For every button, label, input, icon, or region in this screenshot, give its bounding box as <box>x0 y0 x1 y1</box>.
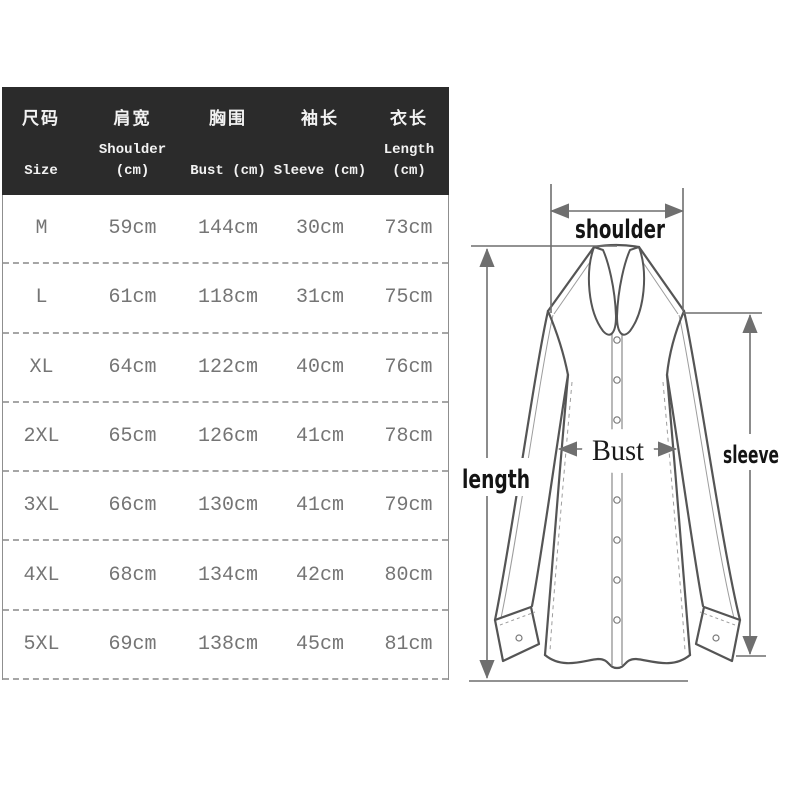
cell-size: M <box>35 217 48 241</box>
cell-sleeve: 30cm <box>295 217 344 241</box>
header-sleeve-zh: 袖长 <box>301 109 339 128</box>
cell-size: L <box>35 286 48 310</box>
header-cell-sleeve: 袖长 Sleeve (cm) <box>271 87 369 195</box>
cell-length: 80cm <box>384 563 433 587</box>
size-chart-table: 尺码 Size 肩宽 Shoulder (cm) 胸围 Bust (cm) 袖长… <box>2 87 449 681</box>
cell-sleeve: 40cm <box>295 355 344 379</box>
header-cell-size: 尺码 Size <box>2 87 80 195</box>
cell-size: 5XL <box>23 632 60 656</box>
header-cell-shoulder: 肩宽 Shoulder (cm) <box>80 87 185 195</box>
table-body: M 59cm 144cm 30cm 73cm L 61cm 118cm 31cm… <box>2 195 449 681</box>
header-sleeve-en: Sleeve (cm) <box>273 163 367 179</box>
buttons <box>515 336 720 642</box>
cell-sleeve: 41cm <box>295 425 344 449</box>
header-size-zh: 尺码 <box>22 109 60 128</box>
collar <box>587 246 646 336</box>
cell-size: 2XL <box>23 425 60 449</box>
cell-bust: 130cm <box>197 494 258 518</box>
cell-length: 79cm <box>384 494 433 518</box>
cell-bust: 138cm <box>197 632 258 656</box>
cell-length: 81cm <box>384 632 433 656</box>
cell-bust: 144cm <box>197 217 258 241</box>
cell-length: 76cm <box>384 355 433 379</box>
sleeve-label: sleeve <box>723 441 779 469</box>
cell-shoulder: 59cm <box>108 217 157 241</box>
cell-shoulder: 65cm <box>108 425 157 449</box>
table-row: 4XL 68cm 134cm 42cm 80cm <box>3 541 448 611</box>
table-row: L 61cm 118cm 31cm 75cm <box>3 264 448 334</box>
shirt-drawing <box>493 243 742 670</box>
table-row: 2XL 65cm 126cm 41cm 78cm <box>3 403 448 473</box>
cell-size: 3XL <box>23 494 60 518</box>
shoulder-label: shoulder <box>575 215 665 245</box>
cell-sleeve: 45cm <box>295 632 344 656</box>
header-size-en: Size <box>24 163 58 179</box>
header-cell-bust: 胸围 Bust (cm) <box>185 87 271 195</box>
cell-length: 73cm <box>384 217 433 241</box>
bust-label: Bust <box>592 434 645 467</box>
cell-size: 4XL <box>23 563 60 587</box>
cell-bust: 118cm <box>197 286 258 310</box>
cell-length: 75cm <box>384 286 433 310</box>
table-row: 3XL 66cm 130cm 41cm 79cm <box>3 472 448 542</box>
cell-bust: 134cm <box>197 563 258 587</box>
button-placket <box>611 334 623 666</box>
cell-shoulder: 68cm <box>108 563 157 587</box>
length-label: length <box>462 465 530 495</box>
cell-shoulder: 61cm <box>108 286 157 310</box>
cell-sleeve: 42cm <box>295 563 344 587</box>
header-bust-en: Bust (cm) <box>190 163 266 179</box>
table-row: XL 64cm 122cm 40cm 76cm <box>3 334 448 403</box>
cell-bust: 126cm <box>197 425 258 449</box>
table-row: 5XL 69cm 138cm 45cm 81cm <box>3 611 448 681</box>
sleeve-label-bg <box>721 434 781 470</box>
header-bust-zh: 胸围 <box>209 109 247 128</box>
table-row: M 59cm 144cm 30cm 73cm <box>3 195 448 265</box>
table-header: 尺码 Size 肩宽 Shoulder (cm) 胸围 Bust (cm) 袖长… <box>2 87 449 195</box>
cell-sleeve: 41cm <box>295 494 344 518</box>
length-label-bg <box>463 458 531 496</box>
cell-shoulder: 69cm <box>108 632 157 656</box>
header-shoulder-en: Shoulder (cm) <box>98 142 167 179</box>
cell-length: 78cm <box>384 425 433 449</box>
bust-label-bg <box>582 429 654 473</box>
cell-sleeve: 31cm <box>295 286 344 310</box>
header-shoulder-zh: 肩宽 <box>113 109 152 128</box>
header-cell-length: 衣长 Length (cm) <box>369 87 449 195</box>
cell-shoulder: 66cm <box>108 494 157 518</box>
cell-bust: 122cm <box>197 355 258 379</box>
shirt-measurement-diagram: shoulder length Bust sleeve <box>462 184 781 682</box>
header-length-zh: 衣长 <box>390 109 428 128</box>
cell-size: XL <box>29 355 54 379</box>
cell-shoulder: 64cm <box>108 355 157 379</box>
header-length-en: Length (cm) <box>383 142 435 179</box>
